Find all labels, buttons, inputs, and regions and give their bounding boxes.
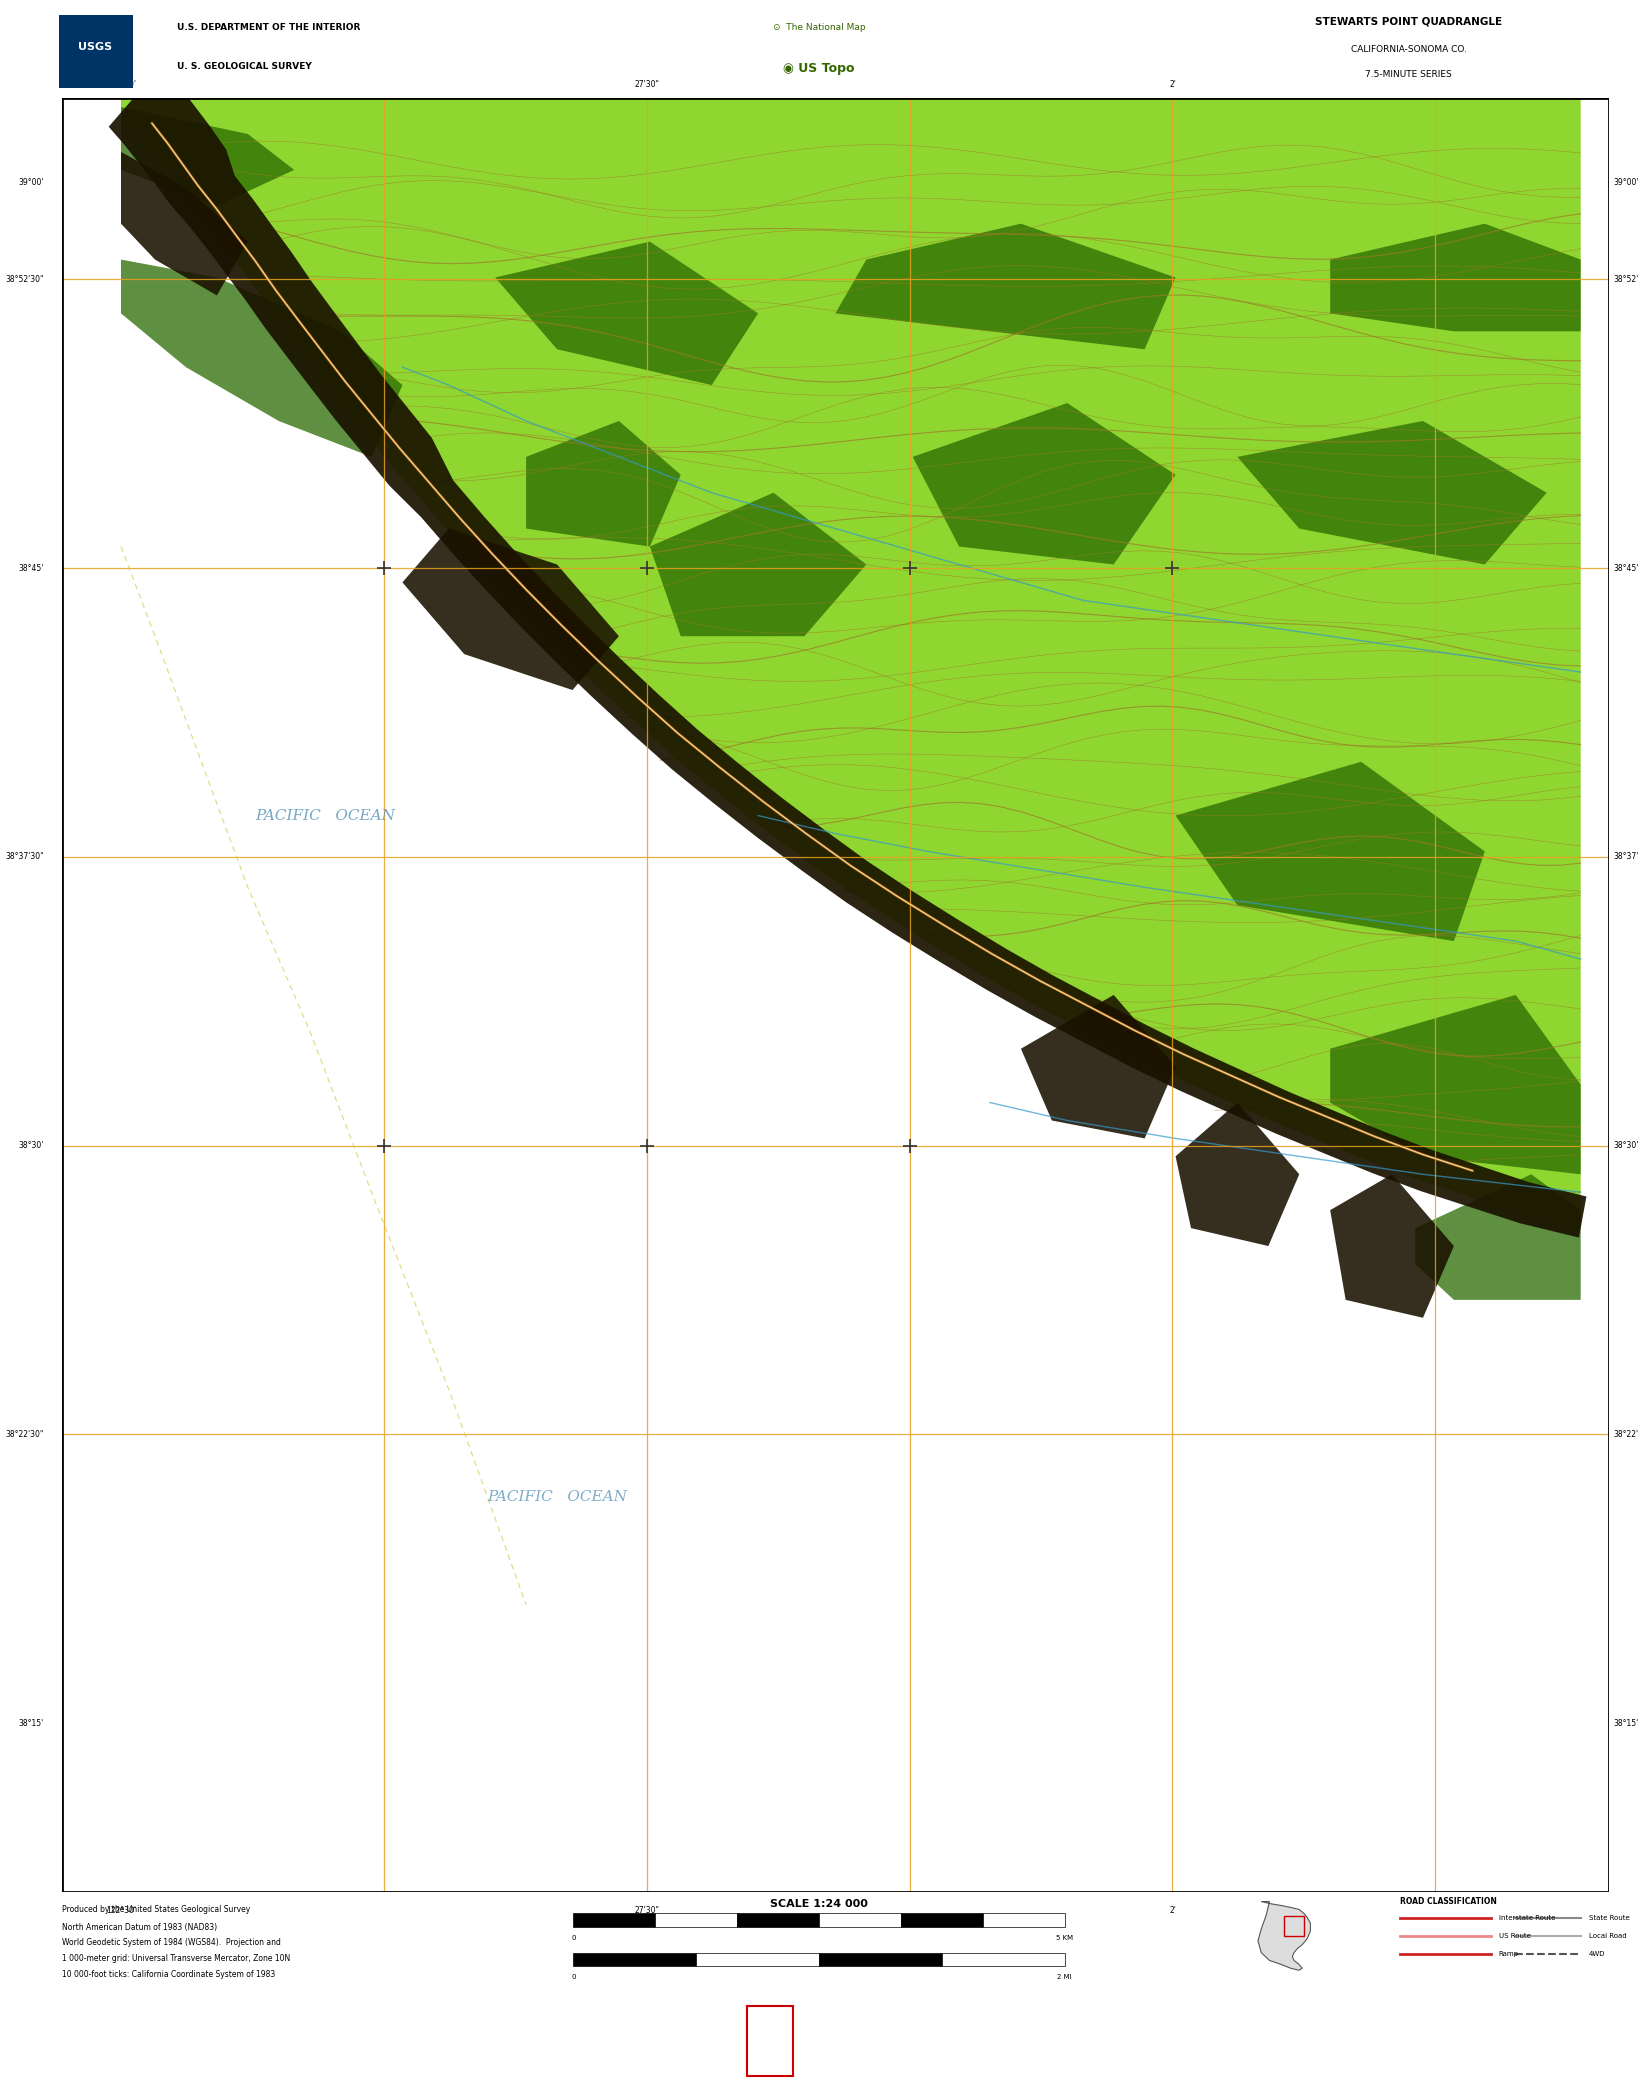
Polygon shape (1176, 1102, 1299, 1247)
Polygon shape (108, 65, 1587, 1238)
Polygon shape (1176, 762, 1484, 942)
Text: 38°45': 38°45' (1613, 564, 1638, 572)
Text: 38°15': 38°15' (18, 1718, 44, 1727)
Polygon shape (121, 259, 403, 457)
Polygon shape (1330, 1173, 1455, 1318)
Text: 27'30": 27'30" (634, 1906, 658, 1915)
Polygon shape (121, 106, 295, 207)
Bar (573, 1952, 696, 1967)
Text: 122°30': 122°30' (106, 79, 136, 90)
Bar (942, 1952, 1065, 1967)
Text: 38°22'30": 38°22'30" (5, 1430, 44, 1439)
Text: 27'30": 27'30" (634, 79, 658, 90)
Text: 2': 2' (1170, 79, 1176, 90)
Text: USGS: USGS (79, 42, 111, 52)
Text: 1 000-meter grid: Universal Transverse Mercator, Zone 10N: 1 000-meter grid: Universal Transverse M… (62, 1954, 290, 1963)
Bar (983, 1913, 1065, 1927)
Polygon shape (1330, 223, 1581, 332)
Text: 38°37'30": 38°37'30" (5, 852, 44, 862)
Text: 122°30': 122°30' (106, 1906, 136, 1915)
Bar (655, 1913, 737, 1927)
Text: State Route: State Route (1589, 1915, 1630, 1921)
Polygon shape (495, 242, 758, 384)
Bar (59, 15, 133, 88)
Polygon shape (121, 152, 247, 294)
Bar (747, 2007, 793, 2075)
Polygon shape (1415, 1173, 1581, 1301)
Bar (819, 1952, 942, 1967)
Polygon shape (835, 223, 1176, 349)
Bar (696, 1952, 819, 1967)
Bar (819, 1913, 901, 1927)
Text: Local Road: Local Road (1589, 1933, 1627, 1940)
Text: 38°30': 38°30' (1613, 1142, 1638, 1150)
Text: U. S. GEOLOGICAL SURVEY: U. S. GEOLOGICAL SURVEY (177, 63, 311, 71)
Text: ROAD CLASSIFICATION: ROAD CLASSIFICATION (1400, 1898, 1497, 1906)
Polygon shape (121, 98, 1581, 1723)
Text: U.S. DEPARTMENT OF THE INTERIOR: U.S. DEPARTMENT OF THE INTERIOR (177, 23, 360, 31)
Bar (901, 1913, 983, 1927)
Text: 2 MI: 2 MI (1058, 1973, 1071, 1979)
Text: 5 KM: 5 KM (1057, 1936, 1073, 1942)
Text: PACIFIC   OCEAN: PACIFIC OCEAN (486, 1491, 627, 1503)
Text: 2': 2' (1170, 1906, 1176, 1915)
Text: 38°15': 38°15' (1613, 1718, 1638, 1727)
Polygon shape (403, 528, 619, 689)
Text: 4WD: 4WD (1589, 1950, 1605, 1956)
Text: ◉ US Topo: ◉ US Topo (783, 63, 855, 75)
Text: 10 000-foot ticks: California Coordinate System of 1983: 10 000-foot ticks: California Coordinate… (62, 1969, 275, 1979)
Text: 38°52'30": 38°52'30" (5, 276, 44, 284)
Polygon shape (1020, 996, 1176, 1138)
Text: Produced by the United States Geological Survey: Produced by the United States Geological… (62, 1904, 251, 1915)
Bar (1284, 1917, 1304, 1936)
Text: Ramp: Ramp (1499, 1950, 1518, 1956)
Text: US Route: US Route (1499, 1933, 1530, 1940)
Polygon shape (526, 422, 681, 547)
Text: 38°30': 38°30' (18, 1142, 44, 1150)
Text: PACIFIC   OCEAN: PACIFIC OCEAN (256, 808, 395, 823)
Text: 38°22'30": 38°22'30" (1613, 1430, 1638, 1439)
Text: 38°37'30": 38°37'30" (1613, 852, 1638, 862)
Text: 38°52'30": 38°52'30" (1613, 276, 1638, 284)
Bar (573, 1913, 655, 1927)
Polygon shape (1330, 996, 1581, 1173)
Text: 38°45': 38°45' (18, 564, 44, 572)
Text: STEWARTS POINT QUADRANGLE: STEWARTS POINT QUADRANGLE (1315, 17, 1502, 27)
Bar (737, 1913, 819, 1927)
Text: ⊙  The National Map: ⊙ The National Map (773, 23, 865, 31)
Text: 7.5-MINUTE SERIES: 7.5-MINUTE SERIES (1366, 71, 1451, 79)
Polygon shape (650, 493, 867, 637)
Polygon shape (912, 403, 1176, 564)
Text: SCALE 1:24 000: SCALE 1:24 000 (770, 1898, 868, 1908)
Text: North American Datum of 1983 (NAD83): North American Datum of 1983 (NAD83) (62, 1923, 218, 1931)
Text: 39°00': 39°00' (18, 177, 44, 188)
Text: 0: 0 (572, 1973, 575, 1979)
Text: Interstate Route: Interstate Route (1499, 1915, 1554, 1921)
Text: World Geodetic System of 1984 (WGS84).  Projection and: World Geodetic System of 1984 (WGS84). P… (62, 1938, 282, 1948)
Polygon shape (1237, 422, 1546, 564)
Polygon shape (1258, 1902, 1310, 1971)
Text: CALIFORNIA-SONOMA CO.: CALIFORNIA-SONOMA CO. (1351, 44, 1466, 54)
Text: 39°00': 39°00' (1613, 177, 1638, 188)
Text: 0: 0 (572, 1936, 575, 1942)
